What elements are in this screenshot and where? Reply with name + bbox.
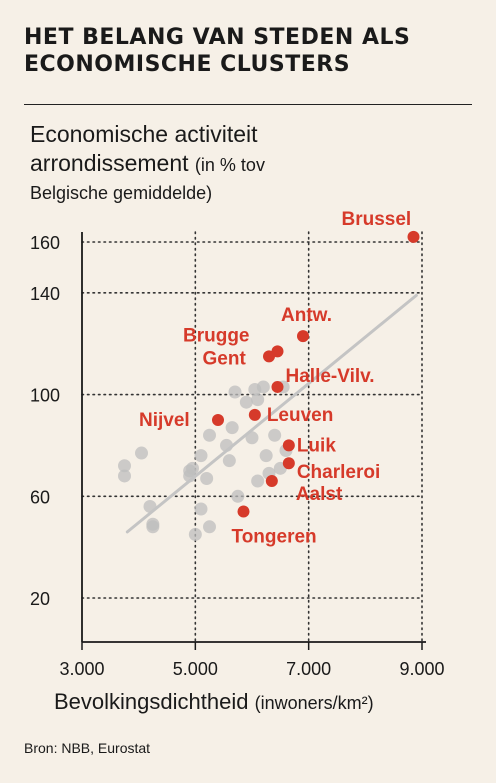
data-point	[135, 446, 148, 460]
data-point	[203, 428, 216, 442]
point-label: Nijvel	[139, 410, 190, 431]
y-tick-label: 100	[30, 386, 60, 406]
point-label: Brussel	[342, 209, 412, 230]
x-tick-label: 3.000	[59, 659, 104, 679]
point-label: Aalst	[296, 484, 343, 505]
data-point	[222, 454, 236, 468]
point-label: Halle-Vilv.	[286, 366, 375, 387]
highlighted-point	[282, 439, 295, 452]
data-point	[194, 502, 208, 516]
data-point	[259, 449, 273, 463]
highlighted-point	[212, 414, 224, 426]
highlighted-point	[271, 380, 284, 393]
x-axis-label-unit: (inwoners/km²)	[254, 693, 374, 713]
title-divider	[24, 104, 472, 105]
point-label: Leuven	[267, 405, 334, 426]
x-axis-label-main: Bevolkingsdichtheid	[54, 689, 249, 714]
y-axis-label: Economische activiteit arrondissement (i…	[30, 120, 480, 206]
point-label: Charleroi	[297, 462, 380, 483]
highlighted-point	[237, 505, 250, 518]
y-axis-label-line1: Economische activiteit	[30, 121, 258, 147]
data-point	[251, 474, 265, 488]
data-point	[186, 461, 199, 475]
y-axis-label-line3: Belgische gemiddelde)	[30, 183, 213, 203]
data-point	[239, 395, 253, 409]
y-axis-label-unit: (in % tov	[194, 155, 265, 175]
data-point	[228, 385, 242, 399]
data-point	[118, 469, 131, 483]
highlighted-point	[248, 408, 261, 421]
x-tick-label: 9.000	[399, 659, 444, 679]
data-point	[225, 421, 239, 435]
data-point	[251, 393, 265, 407]
data-point	[268, 428, 282, 442]
highlighted-point	[407, 230, 420, 243]
chart-title: HET BELANG VAN STEDEN ALS ECONOMISCHE CL…	[24, 25, 411, 77]
data-point	[118, 459, 131, 473]
data-point	[200, 471, 214, 485]
point-label: Brugge	[183, 325, 250, 346]
x-tick-label: 7.000	[286, 659, 331, 679]
point-label: Gent	[203, 348, 247, 369]
data-point	[146, 520, 160, 534]
data-point	[231, 489, 245, 503]
data-point	[194, 449, 208, 463]
y-tick-label: 140	[30, 284, 60, 304]
data-point	[188, 527, 202, 541]
highlighted-point	[271, 345, 284, 358]
trend-line	[125, 293, 418, 534]
point-label: Antw.	[281, 305, 332, 326]
source-note: Bron: NBB, Eurostat	[24, 740, 151, 756]
data-point	[245, 431, 259, 445]
y-tick-label: 160	[30, 233, 60, 253]
data-point	[256, 380, 270, 394]
point-label: Luik	[297, 435, 336, 456]
highlighted-point	[265, 475, 278, 488]
x-tick-label: 5.000	[173, 659, 218, 679]
highlighted-point	[297, 330, 309, 343]
y-axis-label-line2: arrondissement	[30, 150, 189, 176]
data-point	[203, 520, 216, 534]
point-label: Tongeren	[232, 527, 317, 548]
highlighted-point	[282, 457, 295, 470]
y-tick-label: 20	[30, 589, 50, 609]
x-axis-label: Bevolkingsdichtheid (inwoners/km²)	[54, 688, 494, 717]
y-tick-label: 60	[30, 487, 50, 507]
